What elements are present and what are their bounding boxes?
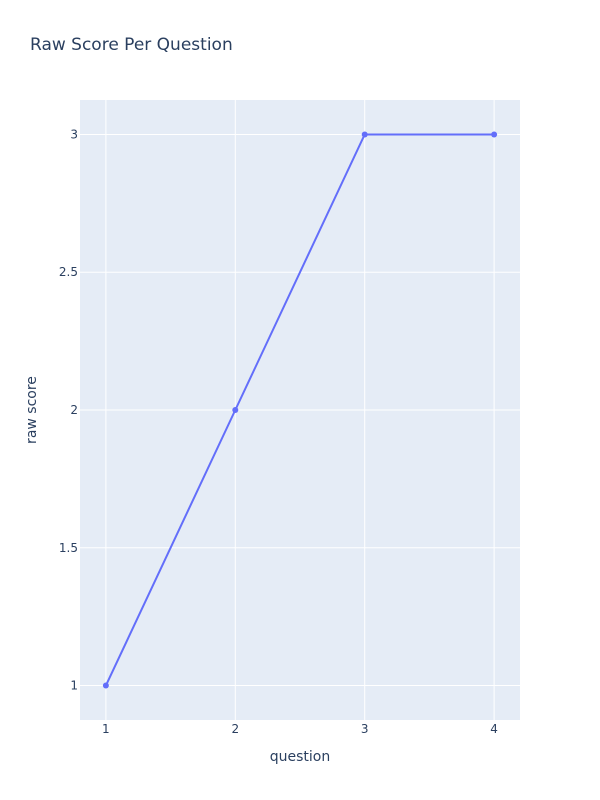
series-group <box>102 131 498 689</box>
series-line <box>104 133 495 686</box>
y-tick-label: 3 <box>70 127 78 141</box>
y-tick-label: 1.5 <box>59 541 78 555</box>
y-tick-label: 1 <box>70 679 78 693</box>
x-axis-title: question <box>270 749 330 765</box>
data-point <box>232 407 239 413</box>
chart-title: Raw Score Per Question <box>30 35 233 55</box>
data-point <box>491 131 498 138</box>
x-tick-label: 3 <box>361 722 369 736</box>
x-tick-label: 4 <box>490 722 498 736</box>
y-tick-label: 2.5 <box>59 265 78 279</box>
y-axis-title: raw score <box>24 376 40 444</box>
y-tick-labels: 1 1.5 2 2.5 3 <box>59 127 78 692</box>
data-point <box>361 131 368 138</box>
x-tick-labels: 1 2 3 4 <box>102 722 498 736</box>
y-tick-label: 2 <box>70 403 78 417</box>
x-tick-label: 2 <box>231 722 239 736</box>
x-tick-label: 1 <box>102 722 110 736</box>
data-point <box>102 682 109 689</box>
